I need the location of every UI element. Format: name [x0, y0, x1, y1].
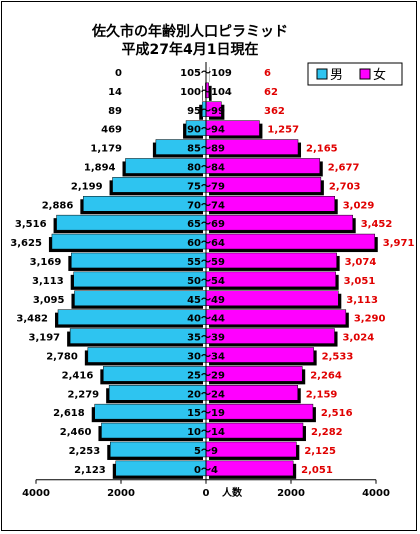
male-value-label: 14 [108, 87, 122, 98]
female-bar [205, 309, 347, 325]
female-bar [205, 290, 339, 306]
male-value-label: 2,618 [53, 408, 85, 419]
male-bar [51, 233, 207, 250]
male-value-label: 2,416 [62, 370, 94, 381]
male-value-label: 2,460 [60, 427, 92, 438]
female-value-label: 2,516 [321, 408, 353, 419]
female-value-label: 2,125 [304, 446, 336, 457]
male-bar [71, 252, 207, 269]
female-value-label: 62 [264, 87, 278, 98]
male-value-label: 3,169 [30, 257, 62, 268]
x-tick-label: 4000 [362, 488, 390, 499]
male-bar [109, 441, 207, 458]
x-axis-title: 人数 [222, 486, 243, 499]
legend-female-swatch [359, 68, 371, 80]
female-value-label: 2,282 [311, 427, 343, 438]
male-bar [115, 460, 207, 477]
x-tick-label: 4000 [22, 488, 50, 499]
female-value-label: 3,024 [343, 333, 375, 344]
female-bar [205, 196, 335, 212]
female-bar [205, 214, 353, 231]
male-value-label: 2,253 [69, 446, 101, 457]
male-value-label: 2,123 [74, 465, 106, 476]
legend-male-label: 男 [330, 68, 343, 83]
female-bar [205, 441, 297, 458]
legend-female-label: 女 [373, 67, 386, 83]
male-bar [57, 309, 207, 325]
x-tick-label: 0 [203, 488, 210, 499]
female-bar [205, 252, 337, 269]
x-tick-label: 2000 [277, 488, 305, 499]
legend-box [307, 62, 403, 86]
female-value-label: 3,290 [354, 314, 386, 325]
female-value-label: 2,533 [322, 351, 354, 362]
female-bar [205, 233, 376, 250]
female-value-label: 3,452 [361, 219, 393, 230]
female-value-label: 3,029 [343, 200, 375, 211]
female-value-label: 2,264 [310, 370, 342, 381]
female-bar [205, 460, 294, 477]
legend: 男 女 [307, 62, 403, 86]
female-value-label: 3,113 [346, 295, 378, 306]
male-value-label: 469 [101, 125, 122, 136]
male-value-label: 3,095 [33, 295, 65, 306]
female-value-label: 3,074 [345, 257, 377, 268]
female-value-label: 1,257 [267, 125, 299, 136]
female-value-label: 3,971 [383, 238, 415, 249]
male-value-label: 2,780 [46, 351, 78, 362]
female-bar [205, 271, 336, 288]
male-value-label: 3,516 [15, 219, 47, 230]
legend-male-swatch [316, 68, 328, 80]
female-value-label: 2,703 [329, 181, 361, 192]
male-value-label: 2,279 [68, 389, 100, 400]
male-bar [69, 328, 207, 344]
female-value-label: 6 [264, 68, 271, 79]
male-value-label: 3,482 [16, 314, 48, 325]
female-value-label: 2,159 [306, 389, 338, 400]
male-bar [56, 214, 207, 231]
male-bar-shadow [199, 104, 203, 120]
female-value-label: 2,165 [306, 144, 338, 155]
male-value-label: 3,197 [28, 333, 60, 344]
male-value-label: 3,113 [32, 276, 64, 287]
female-value-label: 3,051 [344, 276, 376, 287]
male-value-label: 1,179 [90, 144, 122, 155]
chart-subtitle: 平成27年4月1日現在 [122, 41, 259, 58]
female-bar [205, 328, 335, 344]
female-value-label: 2,051 [301, 465, 333, 476]
x-tick-label: 2000 [107, 488, 135, 499]
male-bar-shadow [202, 85, 203, 101]
male-value-label: 1,894 [84, 162, 116, 173]
male-value-label: 89 [108, 106, 122, 117]
female-bar-shadow [209, 85, 212, 101]
female-value-label: 362 [264, 106, 285, 117]
male-value-label: 3,625 [10, 238, 42, 249]
male-value-label: 2,199 [71, 181, 103, 192]
chart-title: 佐久市の年齢別人口ピラミッド [91, 23, 288, 40]
male-value-label: 0 [115, 68, 122, 79]
female-value-label: 2,677 [328, 162, 360, 173]
male-value-label: 2,886 [42, 200, 74, 211]
